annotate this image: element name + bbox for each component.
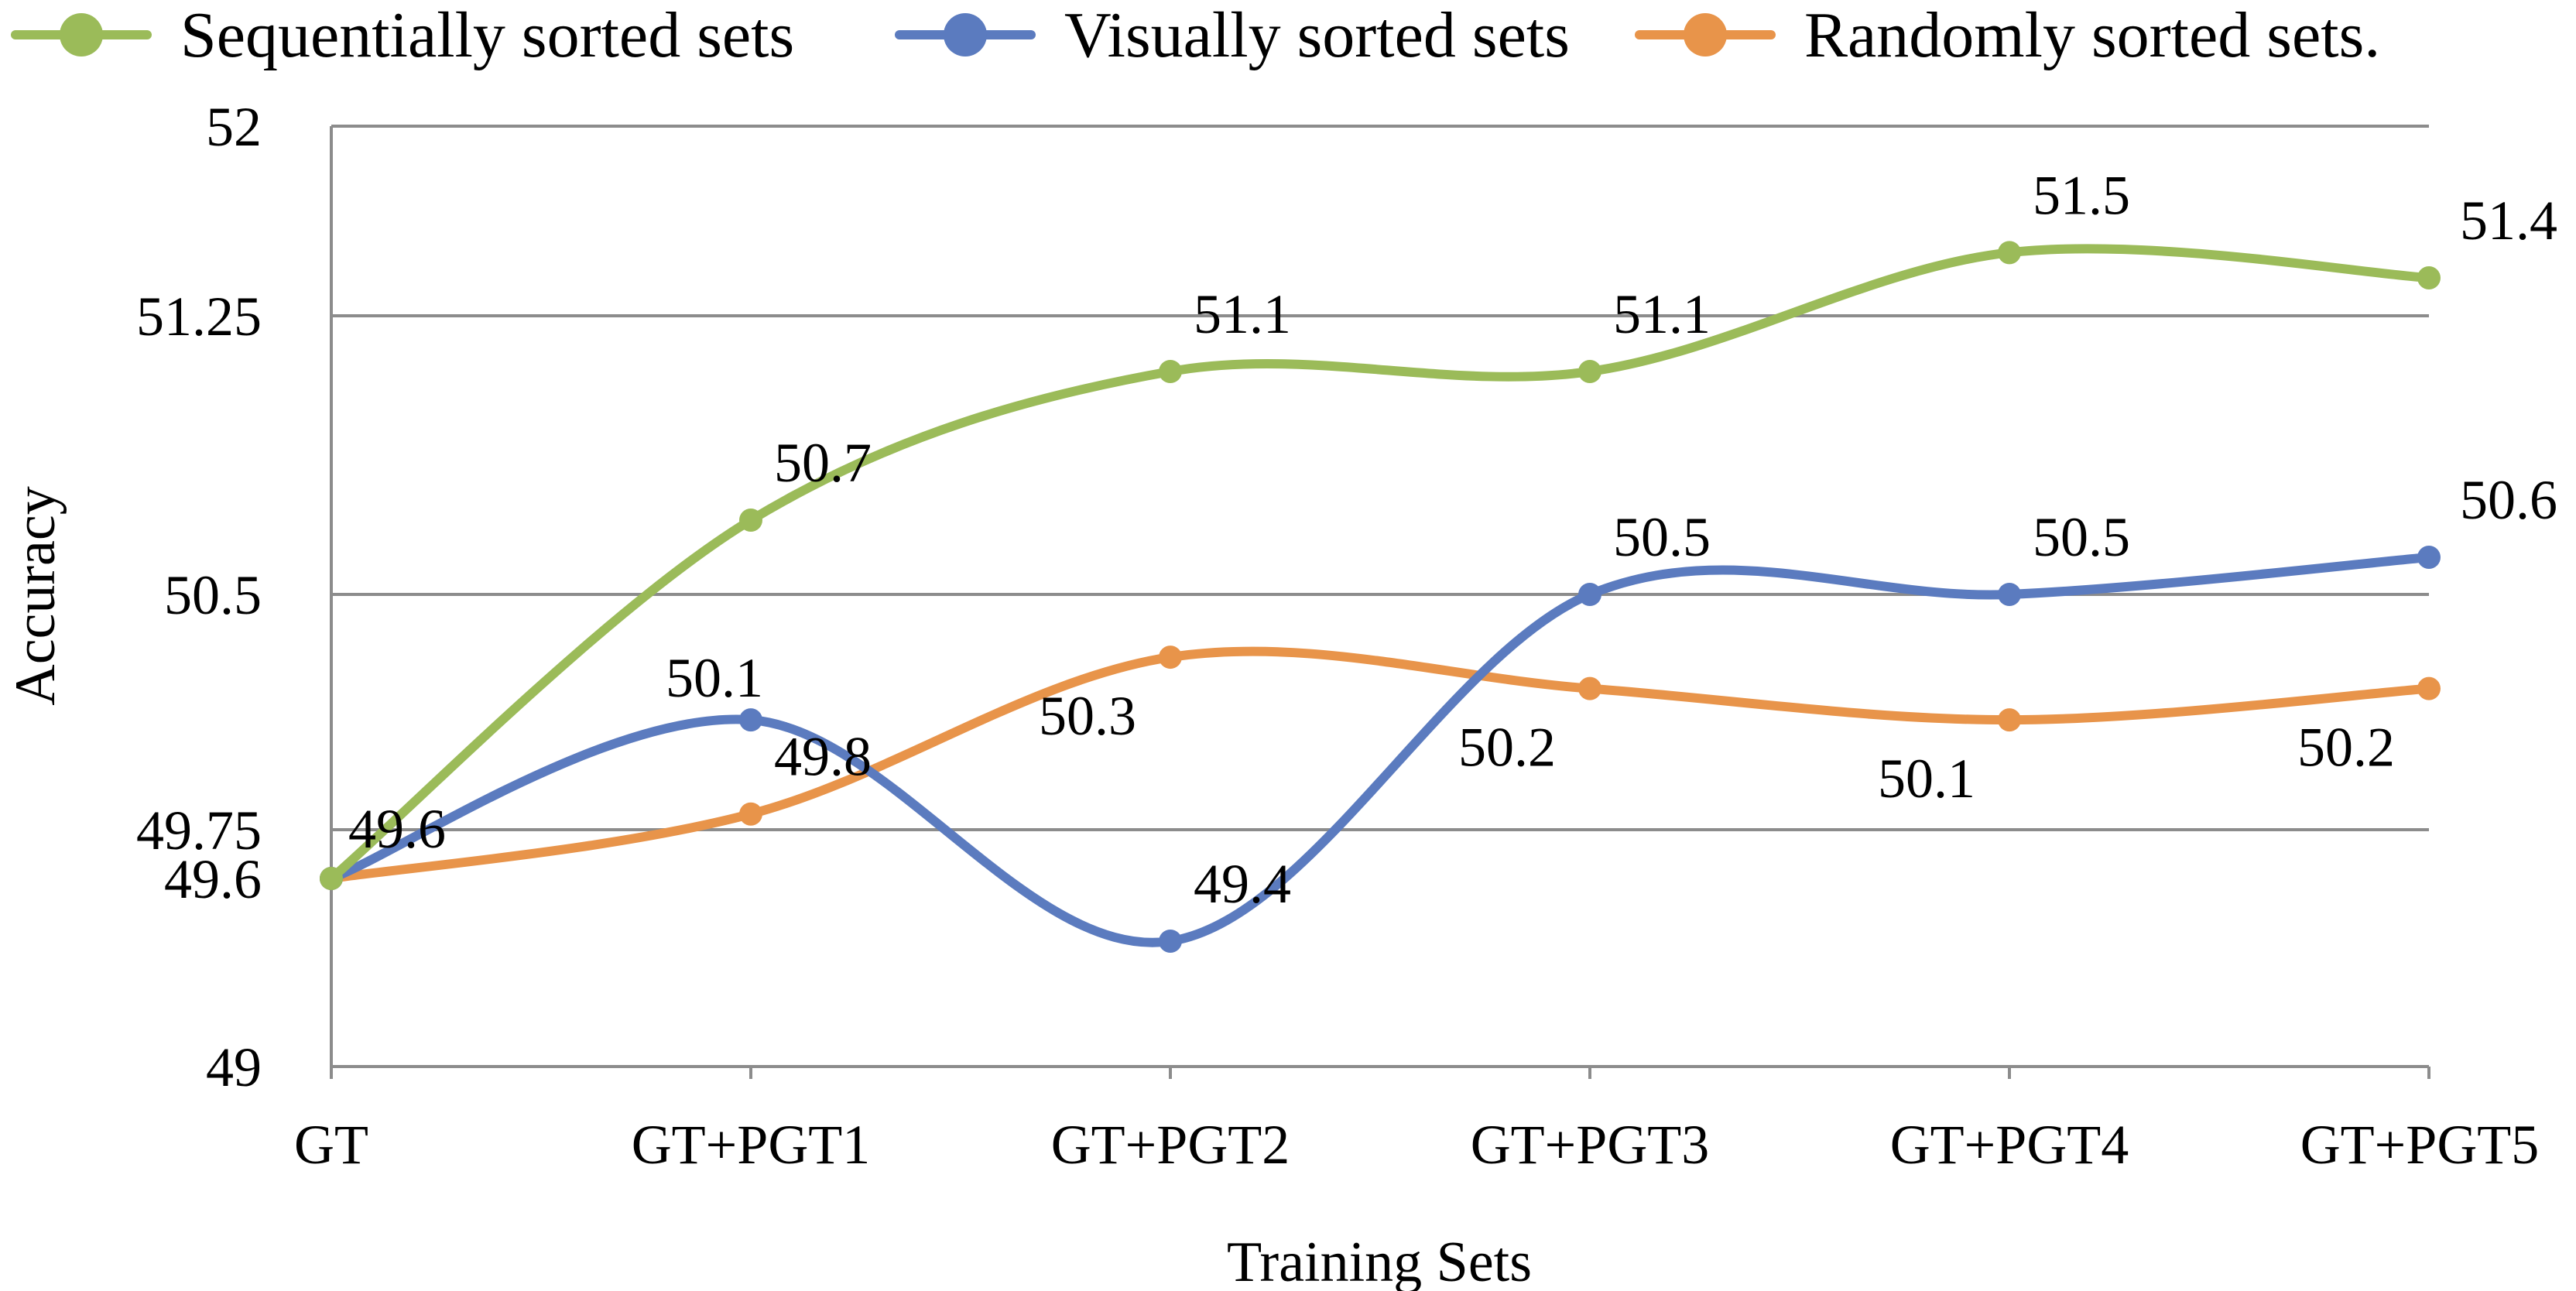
data-label: 50.5: [1613, 506, 1711, 568]
y-tick-label: 49.6: [164, 848, 262, 910]
data-label: 49.8: [774, 726, 872, 788]
data-point: [1578, 360, 1601, 383]
data-point: [1159, 930, 1182, 953]
x-tick-label: GT: [294, 1114, 368, 1176]
data-point: [1159, 360, 1182, 383]
data-point: [739, 708, 762, 732]
y-tick-label: 49: [206, 1036, 262, 1098]
data-point: [320, 867, 343, 890]
data-point: [1998, 708, 2021, 732]
data-label: 50.1: [666, 647, 763, 709]
gridlines: [331, 125, 2429, 831]
legend-marker: [60, 13, 103, 57]
data-point: [1998, 583, 2021, 606]
data-labels: 49.6 50.7 51.1 51.1 51.5 51.4 50.1 49.4 50.5 50.5…: [348, 164, 2557, 915]
legend-label: Sequentially sorted sets: [180, 0, 794, 71]
x-tick-label: GT+PGT2: [1051, 1114, 1290, 1176]
x-tick-label: GT+PGT4: [1890, 1114, 2129, 1176]
data-label: 50.7: [774, 432, 872, 494]
y-tick-label: 51.25: [136, 286, 262, 348]
y-tick-label: 49.75: [136, 800, 262, 861]
data-label: 50.6: [2460, 469, 2557, 531]
y-axis-title: Accuracy: [4, 486, 67, 705]
data-label: 51.1: [1613, 283, 1711, 345]
data-point: [739, 509, 762, 532]
y-tick-label: 52: [206, 96, 262, 158]
legend-marker: [1684, 13, 1727, 57]
data-label: 49.6: [348, 798, 446, 860]
data-point: [739, 802, 762, 826]
legend-label: Visually sorted sets: [1064, 0, 1570, 71]
data-point: [2417, 546, 2441, 569]
data-point: [2417, 266, 2441, 289]
data-point: [1578, 583, 1601, 606]
x-axis-title: Training Sets: [1227, 1231, 1532, 1291]
x-tick-label: GT+PGT5: [2300, 1114, 2540, 1176]
legend-marker: [944, 13, 987, 57]
data-label: 50.5: [2033, 506, 2130, 568]
data-label: 49.4: [1194, 853, 1291, 915]
series-line: [327, 646, 2434, 883]
series-lines: [320, 241, 2441, 953]
series-line: [327, 244, 2434, 883]
data-point: [1159, 646, 1182, 669]
x-tick-label: GT+PGT1: [632, 1114, 871, 1176]
x-tick-label: GT+PGT3: [1471, 1114, 1710, 1176]
data-label: 50.1: [1878, 748, 1975, 810]
data-label: 50.3: [1039, 685, 1136, 747]
data-label: 50.2: [1458, 717, 1556, 779]
series-line: [327, 553, 2434, 947]
data-label: 51.5: [2033, 164, 2130, 226]
data-label: 50.2: [2297, 717, 2395, 779]
legend-label: Randomly sorted sets.: [1804, 0, 2380, 71]
legend: Sequentially sorted sets Visually sorted …: [11, 0, 2380, 71]
data-label: 51.4: [2460, 190, 2557, 252]
data-point: [1998, 241, 2021, 265]
y-tick-label: 50.5: [164, 564, 262, 626]
data-point: [1578, 676, 1601, 700]
data-point: [2417, 676, 2441, 700]
data-label: 51.1: [1194, 283, 1291, 345]
